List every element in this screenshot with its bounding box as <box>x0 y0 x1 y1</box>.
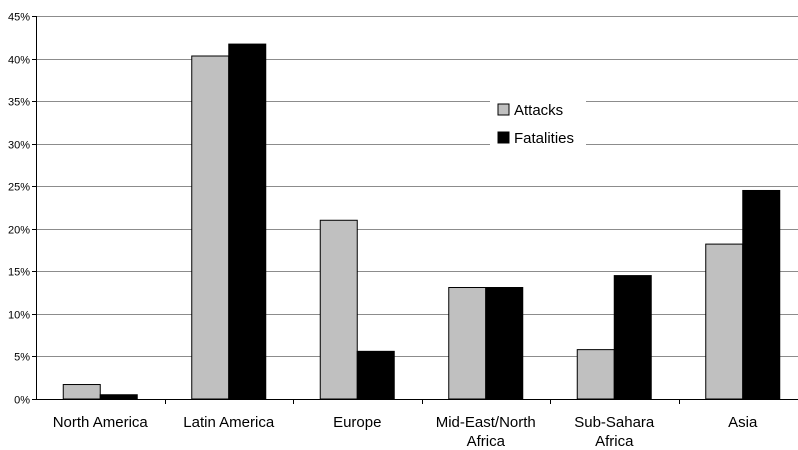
y-tick-label: 35% <box>8 97 30 109</box>
y-tick-label: 15% <box>8 267 30 279</box>
bar-attacks <box>576 349 615 400</box>
bar-attacks <box>191 55 230 400</box>
legend-label: Attacks <box>514 102 563 119</box>
x-category-label: Africa <box>595 433 634 450</box>
legend-swatch <box>497 131 510 144</box>
bar-fatalities <box>485 287 524 400</box>
y-tick-labels: 0% 5% 10% 15% 20% 25% 30% 35% 40% 45% <box>8 12 30 407</box>
y-tick-label: 0% <box>14 395 30 407</box>
bar-attacks <box>705 243 744 400</box>
legend-label: Fatalities <box>514 130 574 147</box>
legend-swatch <box>497 103 510 116</box>
y-tick-label: 10% <box>8 310 30 322</box>
x-category-label: Africa <box>467 433 506 450</box>
y-tick-label: 45% <box>8 12 30 24</box>
gridlines <box>36 16 798 357</box>
axes <box>32 16 798 404</box>
x-category-label: Sub-Sahara <box>574 414 655 431</box>
y-tick-label: 30% <box>8 140 30 152</box>
y-tick-label: 5% <box>14 352 30 364</box>
bar-fatalities <box>99 394 138 400</box>
bars <box>62 43 781 400</box>
x-category-label: Europe <box>333 414 381 431</box>
y-tick-label: 40% <box>8 55 30 67</box>
x-category-label: Asia <box>728 414 758 431</box>
bar-fatalities <box>228 43 267 400</box>
legend: Attacks Fatalities <box>490 98 586 156</box>
bar-fatalities <box>742 189 781 400</box>
bar-attacks <box>62 384 101 400</box>
bar-attacks <box>319 219 358 400</box>
y-tick-label: 20% <box>8 225 30 237</box>
y-tick-label: 25% <box>8 182 30 194</box>
bar-fatalities <box>356 350 395 400</box>
x-category-label: Latin America <box>183 414 275 431</box>
category-labels: North America Latin America Europe Mid-East… <box>53 414 758 450</box>
x-category-label: North America <box>53 414 149 431</box>
bar-fatalities <box>613 275 652 400</box>
x-category-label: Mid-East/North <box>436 414 536 431</box>
bar-attacks <box>448 287 487 400</box>
